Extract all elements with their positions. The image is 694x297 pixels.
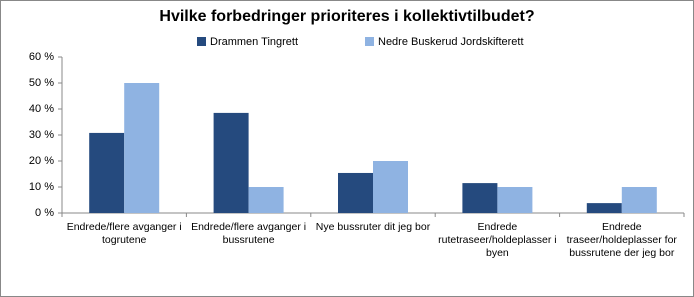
bar bbox=[621, 187, 657, 213]
bar bbox=[497, 187, 533, 213]
x-tick-label: Endrede traseer/holdeplasser for bussrut… bbox=[566, 221, 677, 259]
y-tick-label: 30 % bbox=[29, 129, 54, 141]
y-tick-label: 50 % bbox=[29, 77, 54, 89]
legend-label: Drammen Tingrett bbox=[210, 36, 298, 48]
bar bbox=[373, 161, 408, 213]
bar bbox=[462, 183, 498, 213]
x-tick-label: Nye bussruter dit jeg bor bbox=[315, 221, 431, 233]
x-tick-label: Endrede rutetraseer/holdeplasser i byen bbox=[438, 221, 557, 259]
bar bbox=[124, 83, 160, 213]
y-tick-label: 10 % bbox=[29, 181, 54, 193]
legend-swatch bbox=[365, 37, 374, 46]
bar bbox=[338, 172, 373, 213]
bar bbox=[586, 203, 622, 213]
y-tick-label: 40 % bbox=[29, 103, 54, 115]
chart-title: Hvilke forbedringer prioriteres i kollek… bbox=[159, 8, 534, 25]
bar bbox=[248, 187, 284, 213]
x-tick-label: Endrede/flere avganger i togrutene bbox=[66, 221, 182, 246]
bar bbox=[89, 132, 125, 213]
x-tick-label: Endrede/flere avganger i bussrutene bbox=[191, 221, 307, 246]
y-tick-label: 0 % bbox=[35, 207, 54, 219]
legend-label: Nedre Buskerud Jordskifterett bbox=[378, 36, 524, 48]
bar bbox=[213, 112, 249, 213]
y-tick-label: 60 % bbox=[29, 51, 54, 63]
y-tick-label: 20 % bbox=[29, 155, 54, 167]
legend-swatch bbox=[197, 37, 206, 46]
